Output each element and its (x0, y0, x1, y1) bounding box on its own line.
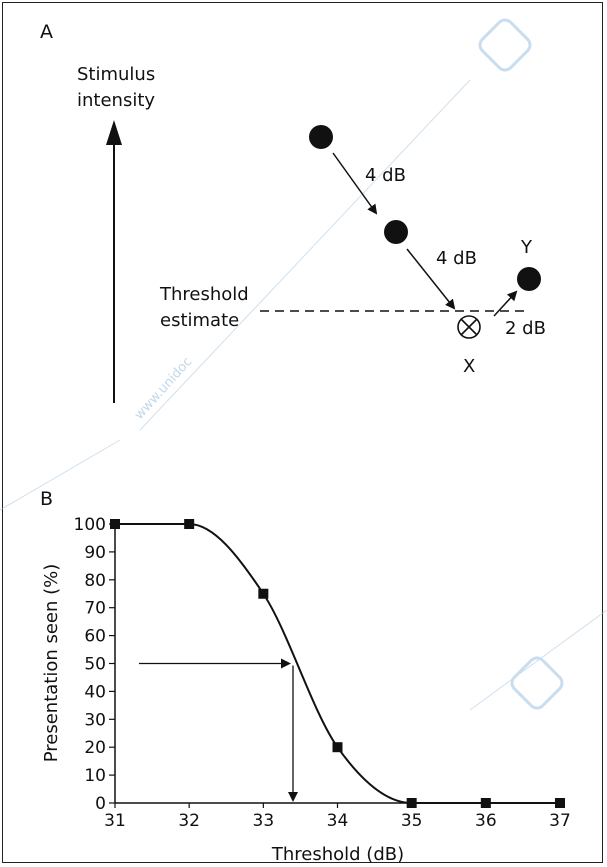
step-1-label: 4 dB (365, 165, 406, 186)
x-tick-label: 34 (327, 811, 349, 831)
x-tick-label: 33 (253, 811, 275, 831)
stimulus-point-y (517, 267, 541, 291)
data-point-marker (480, 798, 491, 808)
y-tick-label: 70 (84, 599, 106, 619)
data-point-marker (332, 742, 343, 753)
data-point-marker (406, 798, 417, 808)
stimulus-point-1 (309, 125, 333, 149)
watermark-line (0, 439, 121, 511)
panel-b: B 0 10 20 30 40 50 60 70 80 90 100 31 32 33 34 35 36 37 T… (40, 488, 571, 865)
point-y-label: Y (520, 237, 533, 258)
watermark-line (469, 609, 607, 711)
x-tick-label: 35 (401, 811, 423, 831)
panel-a: A Stimulus intensity Threshold estimate … (40, 21, 546, 403)
y-tick-label: 40 (84, 682, 106, 702)
x-tick-label: 37 (549, 811, 571, 831)
watermark-badge-icon (478, 18, 532, 72)
step-arrow-2 (406, 248, 456, 310)
stimulus-point-x (457, 315, 481, 339)
panel-a-label: A (40, 21, 53, 43)
data-point-marker (258, 588, 269, 599)
watermark-text: www.unidoc (132, 354, 196, 422)
y-tick-label: 20 (84, 738, 106, 758)
step-arrow-1 (332, 152, 378, 215)
y-tick-label: 50 (84, 655, 106, 675)
y-tick-label: 60 (84, 627, 106, 647)
stimulus-axis-label: Stimulus (77, 64, 155, 85)
step-2-label: 4 dB (436, 248, 477, 269)
y-tick-label: 100 (74, 515, 106, 535)
panel-b-label: B (40, 488, 53, 510)
data-point-marker (555, 798, 565, 808)
x-tick-label: 31 (104, 811, 126, 831)
step-3-label: 2 dB (505, 318, 546, 339)
y-axis-title: Presentation seen (%) (41, 564, 62, 763)
step-arrow-3 (493, 290, 518, 317)
y-tick-label: 10 (84, 766, 106, 786)
stimulus-axis-arrow-icon (106, 120, 122, 145)
point-x-label: X (463, 356, 475, 377)
y-tick-label: 0 (95, 794, 106, 814)
y-tick-label: 80 (84, 571, 106, 591)
watermark-line (139, 79, 471, 431)
data-point-marker (110, 519, 120, 529)
sigmoid-chart: 0 10 20 30 40 50 60 70 80 90 100 31 32 33 34 35 36 37 (74, 515, 571, 831)
x-tick-label: 32 (178, 811, 200, 831)
y-tick-label: 90 (84, 543, 106, 563)
x-tick-label: 36 (475, 811, 497, 831)
y-tick-label: 30 (84, 710, 106, 730)
data-point-marker (184, 519, 195, 529)
watermark-badge-icon (510, 656, 564, 710)
threshold-estimate-label-2: estimate (160, 310, 239, 331)
x-axis-title: Threshold (dB) (271, 844, 404, 865)
stimulus-point-2 (384, 220, 408, 244)
stimulus-axis-label-2: intensity (77, 90, 155, 111)
threshold-estimate-label: Threshold (159, 284, 249, 305)
